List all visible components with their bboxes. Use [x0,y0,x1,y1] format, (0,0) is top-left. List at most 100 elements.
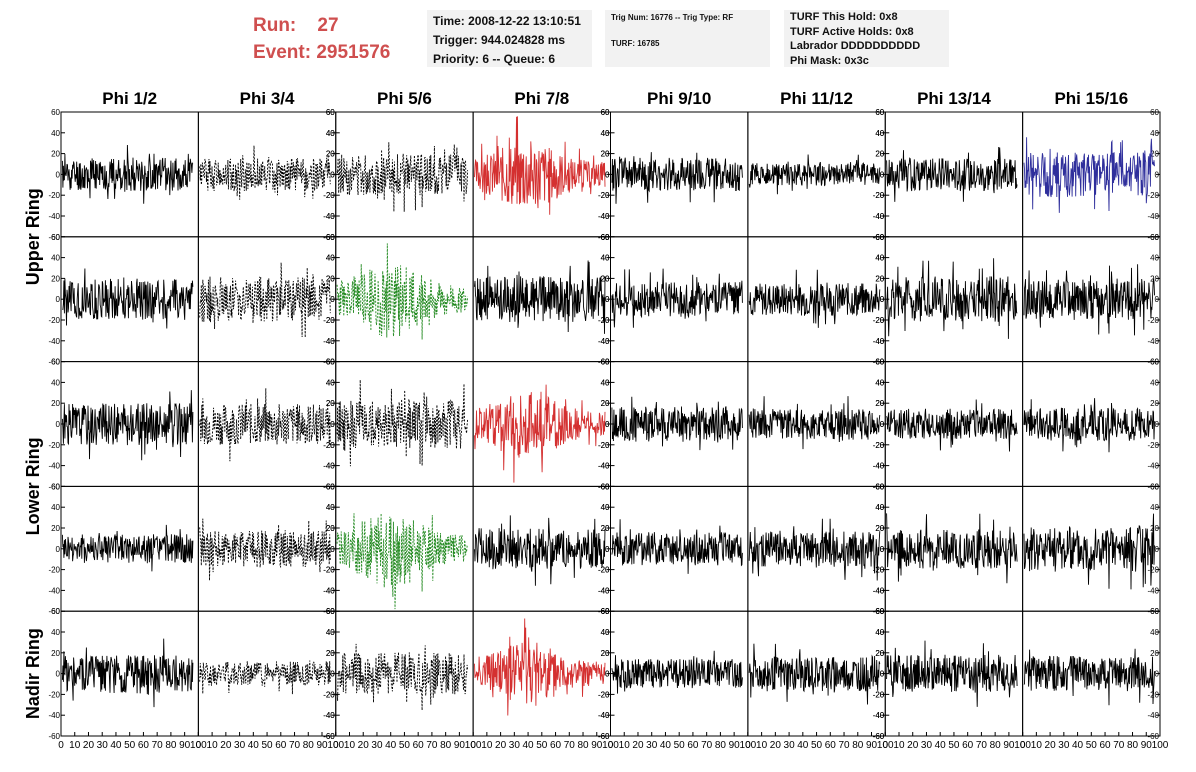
y-tick-label: 40 [1150,628,1159,637]
y-tick-label: -40 [598,586,610,595]
panel-r3-c8: 60 40 20 0 -20 -40 -60 [1022,358,1161,491]
y-tick-label: 20 [875,274,884,283]
y-tick-label: 60 [326,607,335,616]
y-tick-label: -40 [1147,711,1159,720]
y-tick-label: 40 [326,378,335,387]
panel-r5-c5: 60 40 20 0 -20 -40 -60 [598,607,749,741]
y-tick-label: 60 [51,482,60,491]
labrador-text: Labrador DDDDDDDDDD [790,40,921,52]
y-tick-label: 20 [601,274,610,283]
x-tick-label: 60 [413,740,425,751]
x-tick-label: 30 [784,740,796,751]
x-tick-label: 100 [190,740,207,751]
y-tick-label: 40 [326,254,335,263]
y-tick-label: 20 [51,150,60,159]
waveform-trace [611,519,743,574]
y-tick-label: 40 [875,378,884,387]
waveform-trace [886,513,1018,584]
y-tick-label: -60 [323,482,335,491]
y-tick-label: 20 [51,524,60,533]
y-tick-label: 0 [605,170,610,179]
y-tick-label: 40 [875,254,884,263]
y-tick-label: 40 [875,628,884,637]
y-tick-label: 0 [605,545,610,554]
x-tick-label: 0 [470,740,476,751]
y-tick-label: -40 [48,212,60,221]
y-tick-label: 0 [330,420,335,429]
x-tick-label: 0 [882,740,888,751]
y-tick-label: 20 [326,649,335,658]
x-tick-label: 20 [1045,740,1057,751]
y-tick-label: -40 [598,212,610,221]
waveform-trace [62,268,194,329]
y-tick-label: 0 [1155,295,1160,304]
x-tick-label: 0 [745,740,751,751]
y-tick-label: 0 [330,545,335,554]
waveform-trace [336,513,468,610]
y-tick-label: 40 [51,254,60,263]
y-tick-label: -40 [873,711,885,720]
y-tick-label: 20 [601,524,610,533]
y-tick-label: 40 [1150,129,1159,138]
column-header-1: Phi 1/2 [102,89,157,108]
y-tick-label: 20 [875,399,884,408]
y-tick-label: 20 [51,274,60,283]
y-tick-label: 0 [330,295,335,304]
x-tick-label: 40 [248,740,260,751]
y-tick-label: 0 [605,670,610,679]
panel-r2-c7: 60 40 20 0 -20 -40 -60 [873,233,1024,367]
y-tick-label: -20 [873,441,885,450]
x-tick-label: 0 [196,740,202,751]
waveform-trace [1023,398,1155,453]
x-tick-label: 80 [440,740,452,751]
y-tick-label: 0 [880,420,885,429]
panel-r5-c3: 60 40 20 0 -20 -40 -60 [323,607,474,741]
y-tick-label: -40 [598,212,610,221]
panel-frame [197,610,337,737]
y-tick-label: 60 [1150,607,1159,616]
y-tick-label: 60 [601,233,610,242]
y-tick-label: -40 [323,337,335,346]
column-header-8: Phi 15/16 [1054,89,1128,108]
column-header-5: Phi 9/10 [647,89,711,108]
waveform-trace [474,515,606,586]
y-tick-label: 20 [601,524,610,533]
x-tick-label: 90 [866,740,878,751]
waveform-trace [199,388,331,462]
x-tick-label: 100 [602,740,619,751]
y-tick-label: -20 [323,316,335,325]
panel-r2-c5: 60 40 20 0 -20 -40 -60 [598,233,749,367]
y-tick-label: 20 [1150,524,1159,533]
column-header-3: Phi 5/6 [377,89,432,108]
panel-r5-c4: 60 40 20 0 -20 -40 -60 [472,607,611,741]
waveform-trace [748,396,881,450]
x-tick-label: 70 [564,740,576,751]
waveform-trace [199,660,331,695]
y-tick-label: -40 [598,337,610,346]
y-tick-label: 60 [875,482,884,491]
y-tick-label: -20 [598,566,610,575]
x-tick-label: 80 [852,740,864,751]
y-tick-label: -60 [873,358,885,367]
waveform-trace [748,518,881,581]
panel-r5-c1: 60 40 20 0 -20 -40 -60 [48,607,199,741]
x-tick-label: 40 [385,740,397,751]
y-tick-label: 0 [330,295,335,304]
x-tick-label: 90 [454,740,466,751]
panel-r4-c8: 60 40 20 0 -20 -40 -60 [1022,482,1161,616]
x-tick-label: 60 [550,740,562,751]
y-tick-label: -20 [48,566,60,575]
y-tick-label: -20 [48,316,60,325]
column-header-4: Phi 7/8 [514,89,569,108]
y-tick-label: -20 [1147,566,1159,575]
y-tick-label: 20 [1150,649,1159,658]
y-tick-label: 40 [875,129,884,138]
y-tick-label: 40 [601,503,610,512]
x-tick-label: 30 [1058,740,1070,751]
